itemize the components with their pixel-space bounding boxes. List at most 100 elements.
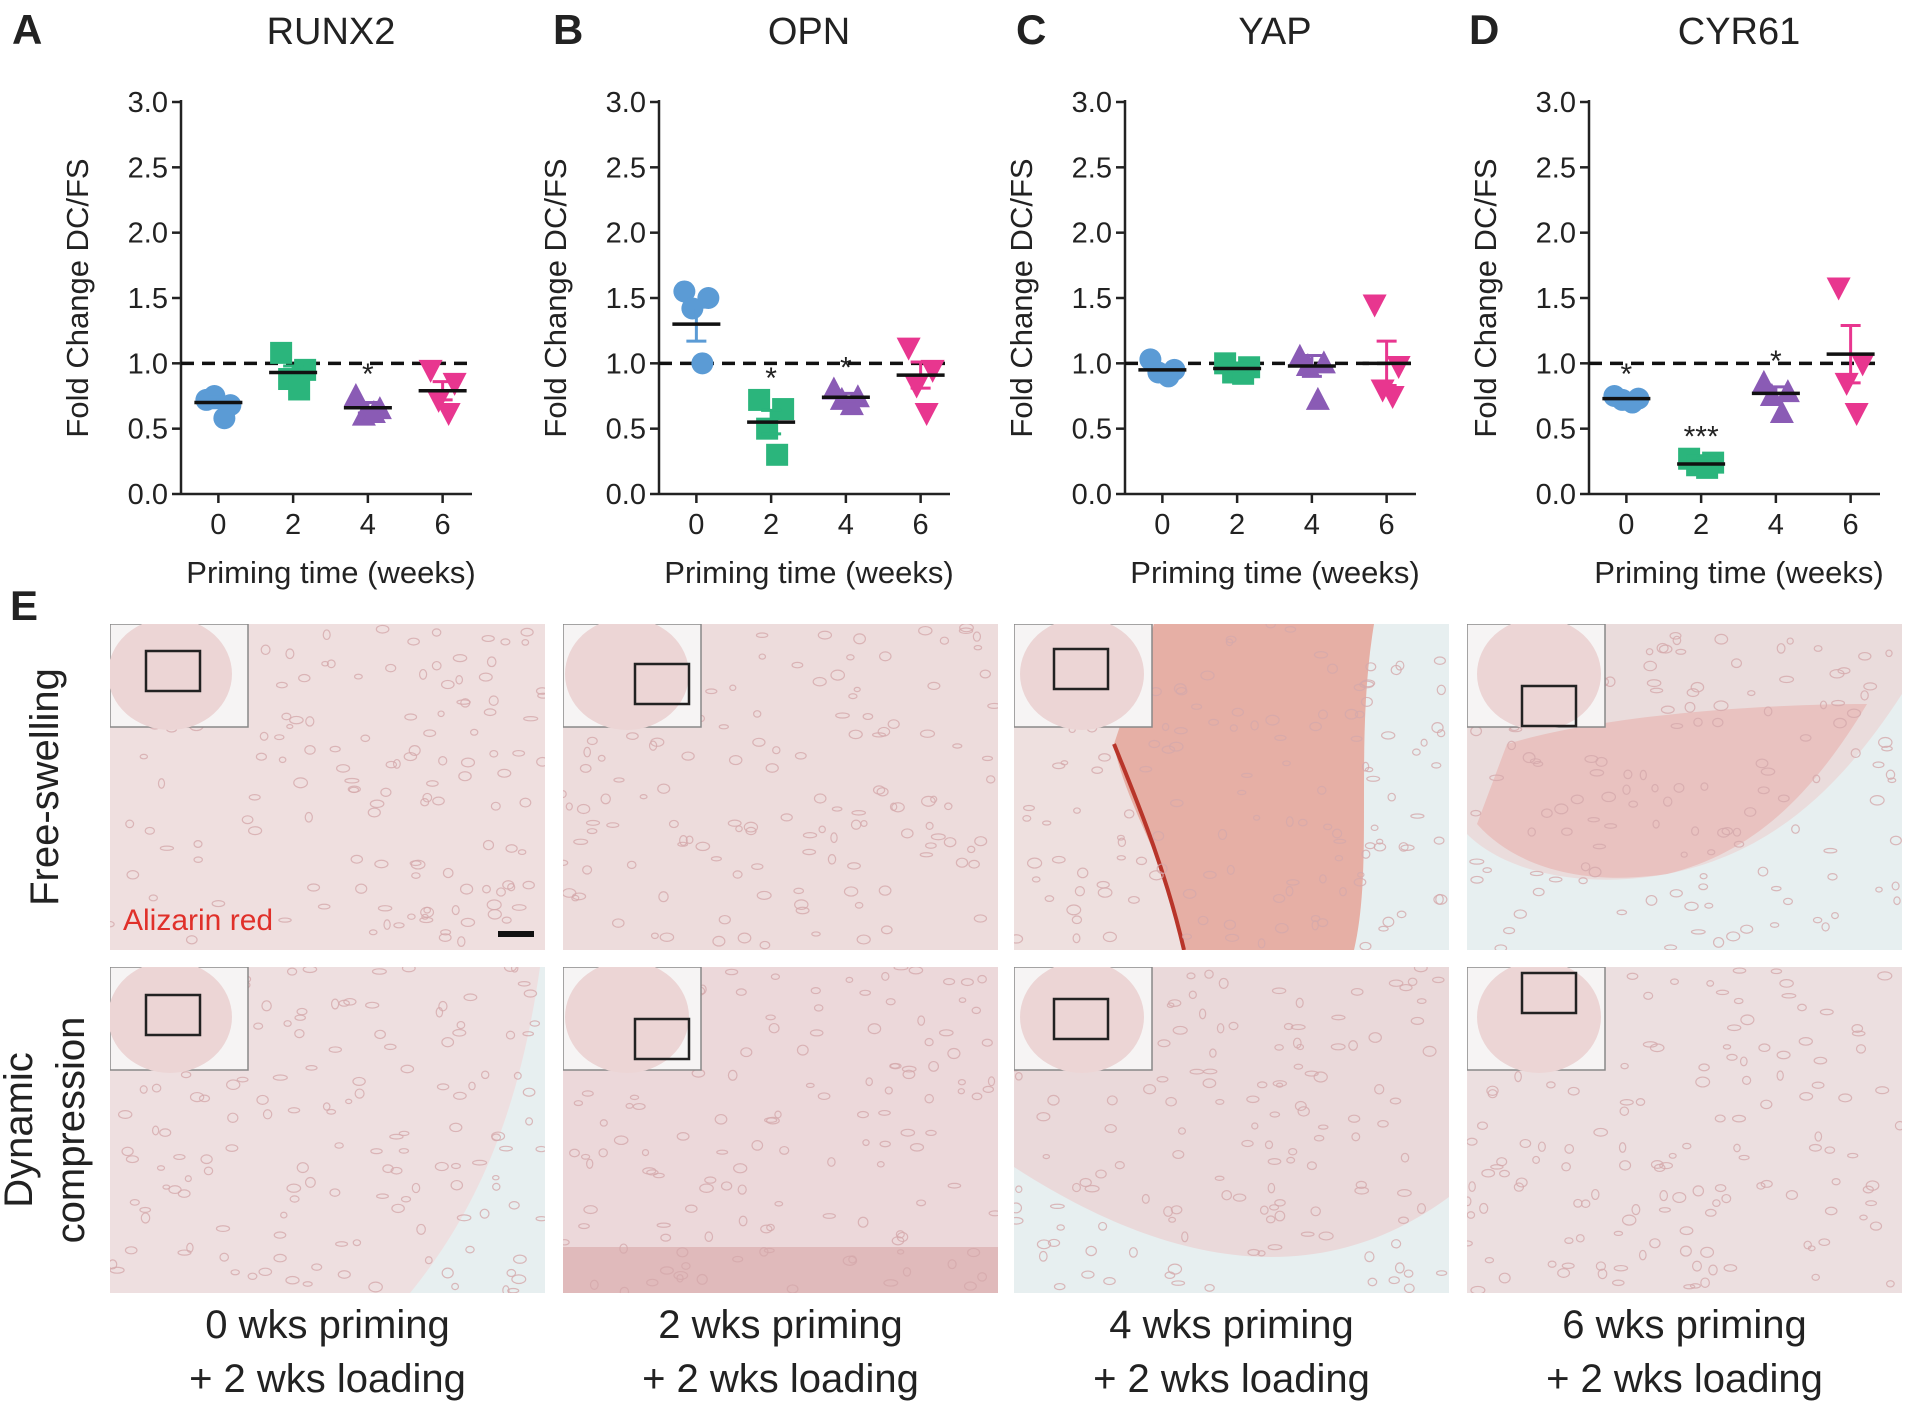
cell-nucleus <box>1188 990 1197 1000</box>
cell-nucleus <box>1519 1138 1532 1149</box>
cell-nucleus <box>1529 758 1542 765</box>
cell-nucleus <box>1858 651 1872 661</box>
cell-nucleus <box>1330 1043 1346 1051</box>
y-tick-label: 1.0 <box>606 348 646 380</box>
cell-nucleus <box>818 825 826 834</box>
cell-nucleus <box>1353 877 1367 887</box>
cell-nucleus <box>987 1076 996 1087</box>
cell-nucleus <box>1740 924 1754 934</box>
cell-nucleus <box>1850 748 1861 759</box>
cell-nucleus <box>329 745 341 753</box>
cell-nucleus <box>1152 830 1165 842</box>
cell-nucleus <box>1304 1070 1319 1077</box>
cell-nucleus <box>1161 745 1176 754</box>
cell-nucleus <box>451 1282 460 1291</box>
cell-nucleus <box>1490 1164 1504 1170</box>
cell-nucleus <box>1662 796 1673 807</box>
cell-nucleus <box>1252 814 1261 821</box>
cell-nucleus <box>492 1174 500 1181</box>
cell-nucleus <box>1172 1025 1188 1035</box>
cell-nucleus <box>795 906 810 915</box>
cell-nucleus <box>159 845 175 851</box>
cell-nucleus <box>893 967 909 971</box>
cell-nucleus <box>1257 1250 1266 1257</box>
cell-nucleus <box>805 1082 815 1089</box>
cell-nucleus <box>1403 1283 1415 1293</box>
cell-nucleus <box>1467 1211 1476 1219</box>
cell-nucleus <box>1776 643 1786 654</box>
cell-nucleus <box>1323 823 1333 831</box>
cell-nucleus <box>1167 1263 1183 1275</box>
cell-nucleus <box>198 1094 211 1103</box>
significance-marker: *** <box>1684 421 1719 454</box>
micrograph <box>1014 624 1449 950</box>
cell-nucleus <box>1433 836 1445 845</box>
cell-nucleus <box>1823 847 1838 854</box>
cell-nucleus <box>440 929 452 936</box>
cell-nucleus <box>1215 1098 1225 1105</box>
cell-nucleus <box>1267 1182 1276 1194</box>
cell-nucleus <box>1313 1071 1328 1083</box>
cell-nucleus <box>1741 1075 1752 1085</box>
cell-nucleus <box>434 1161 449 1172</box>
cell-nucleus <box>535 1145 545 1153</box>
cell-nucleus <box>1689 1283 1701 1289</box>
cell-nucleus <box>225 1144 239 1152</box>
cell-nucleus <box>248 794 261 801</box>
cell-nucleus <box>398 1130 410 1137</box>
cell-nucleus <box>1247 1248 1261 1256</box>
cell-nucleus <box>502 880 515 890</box>
cell-nucleus <box>1847 1152 1859 1159</box>
cell-nucleus <box>1469 858 1485 865</box>
cell-nucleus <box>1157 1039 1171 1048</box>
cell-nucleus <box>952 743 963 749</box>
cell-nucleus <box>180 1071 192 1079</box>
cell-nucleus <box>822 1213 836 1219</box>
cell-nucleus <box>1186 972 1196 980</box>
cell-nucleus <box>506 1268 517 1278</box>
cell-nucleus <box>460 757 476 768</box>
cell-nucleus <box>1044 895 1055 903</box>
cell-nucleus <box>1706 980 1715 987</box>
cell-nucleus <box>392 758 401 769</box>
cell-nucleus <box>1123 809 1135 819</box>
cell-nucleus <box>438 933 452 943</box>
cell-nucleus <box>843 886 859 897</box>
data-point <box>1844 402 1869 426</box>
cell-nucleus <box>1692 1185 1705 1197</box>
data-point <box>766 443 789 466</box>
cell-nucleus <box>278 756 287 764</box>
x-tick-label: 0 <box>1618 509 1634 541</box>
cell-nucleus <box>925 821 934 831</box>
cell-nucleus <box>465 1245 475 1254</box>
cell-nucleus <box>1163 1206 1174 1217</box>
cell-nucleus <box>780 813 793 822</box>
x-tick-label: 2 <box>285 509 301 541</box>
cell-nucleus <box>1085 1245 1097 1257</box>
cell-nucleus <box>422 792 433 803</box>
cell-nucleus <box>1317 1124 1329 1130</box>
inset-box <box>1052 647 1110 691</box>
cell-nucleus <box>1095 1169 1107 1179</box>
cell-nucleus <box>1084 1184 1100 1193</box>
column-caption: 2 wks priming <box>658 1303 903 1347</box>
cell-nucleus <box>1700 1277 1710 1288</box>
cell-nucleus <box>1683 1284 1696 1290</box>
cell-nucleus <box>988 1210 998 1217</box>
cell-nucleus <box>1635 1098 1646 1106</box>
cell-nucleus <box>521 639 530 646</box>
cell-nucleus <box>1470 875 1484 884</box>
x-tick-label: 6 <box>1843 509 1859 541</box>
cell-nucleus <box>626 860 637 870</box>
cell-nucleus <box>1271 987 1287 995</box>
cell-nucleus <box>441 1037 455 1048</box>
cell-nucleus <box>1593 1127 1609 1137</box>
cell-nucleus <box>1355 1180 1367 1190</box>
cell-nucleus <box>304 811 313 823</box>
stain-label: Alizarin red <box>123 904 273 937</box>
x-tick-label: 4 <box>1304 509 1320 541</box>
cell-nucleus <box>1628 800 1639 808</box>
cell-nucleus <box>673 1270 689 1281</box>
y-tick-label: 3.0 <box>1536 87 1576 119</box>
x-axis-label: Priming time (weeks) <box>664 555 953 590</box>
